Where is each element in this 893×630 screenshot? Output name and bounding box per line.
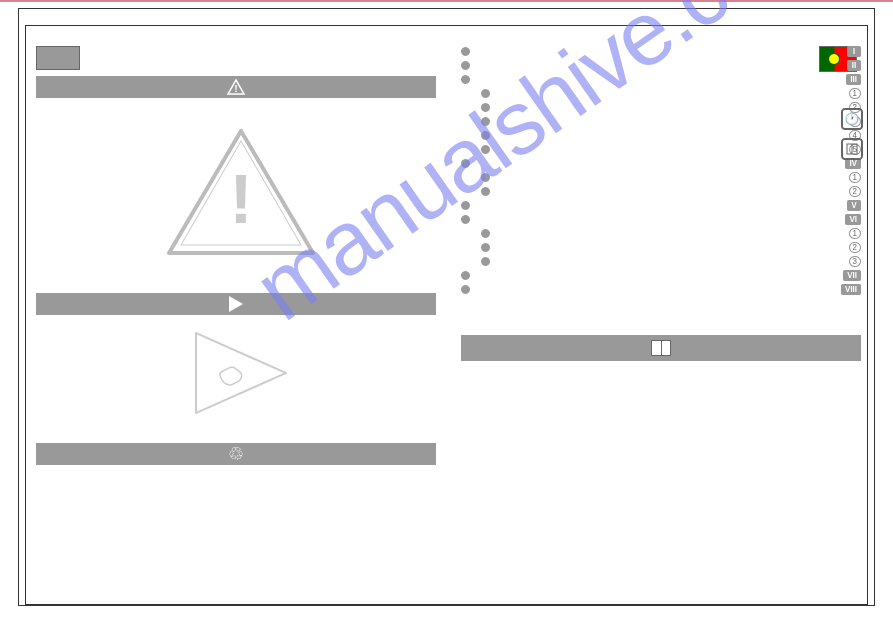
toc-row: 3 — [481, 256, 861, 267]
left-column: ! ! ♲ — [36, 46, 446, 469]
top-red-line — [0, 0, 893, 2]
svg-text:!: ! — [234, 84, 237, 95]
operation-section-bar — [36, 293, 436, 315]
toc-row: 1 — [481, 228, 861, 239]
toc-row: III — [461, 74, 861, 85]
toc-row: VII — [461, 270, 861, 281]
svg-text:!: ! — [229, 160, 252, 238]
play-icon — [229, 296, 243, 312]
open-book-icon — [651, 340, 671, 356]
toc-row: 3 — [481, 116, 861, 127]
warning-icon: ! — [226, 78, 246, 96]
clock-icon: 🕐 — [841, 108, 863, 130]
toc-row: 5 — [481, 144, 861, 155]
table-of-contents: 🕐 I II III 1 2 3 4 5 IV 1 2 V VI 1 2 3 V… — [461, 46, 861, 295]
large-warning-triangle: ! — [161, 123, 321, 263]
toc-row: IV — [461, 158, 861, 169]
toc-row: 2 — [481, 242, 861, 253]
info-section-bar — [461, 335, 861, 361]
toc-row: 4 — [481, 130, 861, 141]
toc-row: 1 — [481, 172, 861, 183]
toc-row: II — [461, 60, 861, 71]
toc-row: 2 — [481, 102, 861, 113]
toc-row: 2 — [481, 186, 861, 197]
toc-row: VIII — [461, 284, 861, 295]
recycle-icon: ♲ — [228, 444, 244, 465]
language-box — [36, 46, 80, 70]
hand-triangle — [186, 323, 296, 423]
page-content: manualshive.com ! ! — [25, 25, 868, 605]
toc-row: V — [461, 200, 861, 211]
recycle-section-bar: ♲ — [36, 443, 436, 465]
warning-section-bar: ! — [36, 76, 436, 98]
toc-row: VI — [461, 214, 861, 225]
toc-row: 1 — [481, 88, 861, 99]
manual-icon — [841, 138, 863, 160]
toc-row: I — [461, 46, 861, 57]
right-column: 🕐 I II III 1 2 3 4 5 IV 1 2 V VI 1 2 3 V… — [461, 46, 861, 361]
